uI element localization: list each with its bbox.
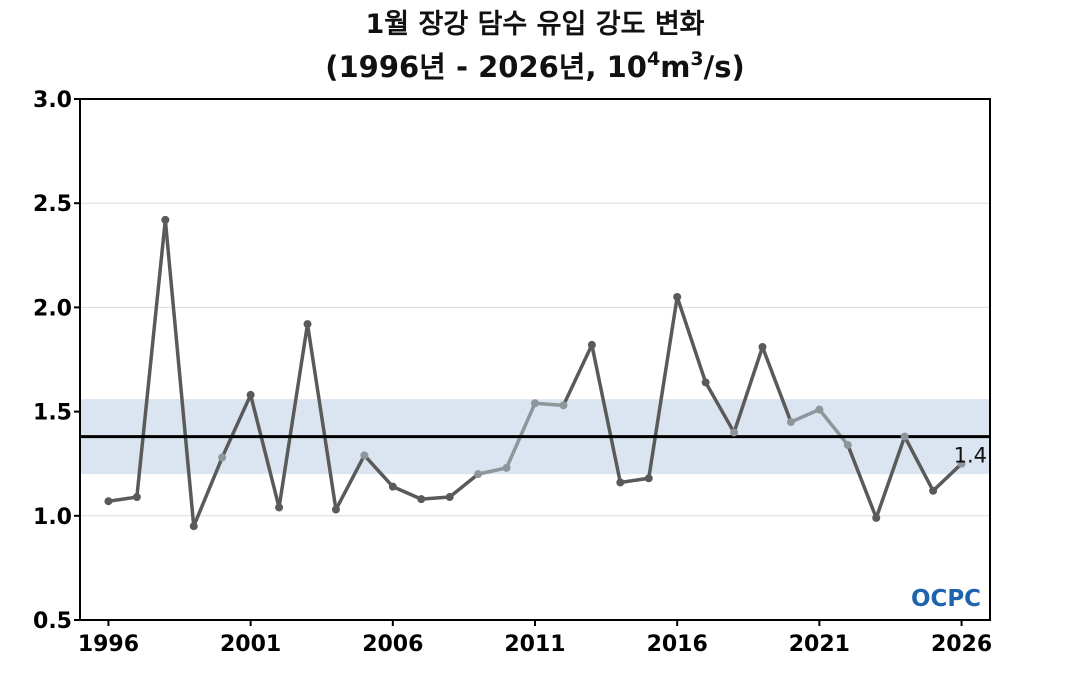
data-point bbox=[388, 482, 397, 491]
line-segment bbox=[305, 322, 338, 512]
chart-title-line2: (1996년 - 2026년, 104m3/s) bbox=[325, 48, 745, 84]
data-point bbox=[701, 378, 710, 387]
data-point bbox=[474, 470, 483, 479]
data-point bbox=[786, 418, 795, 427]
line-segment bbox=[220, 393, 253, 460]
x-tick-label: 2026 bbox=[931, 632, 992, 657]
line-segment bbox=[931, 461, 964, 493]
line-segment bbox=[277, 322, 310, 510]
y-tick-label: 1.0 bbox=[33, 505, 72, 530]
data-point bbox=[673, 292, 682, 301]
line-segment bbox=[902, 434, 935, 493]
y-axis: 0.5 1.0 1.5 2.0 2.5 3.0 bbox=[33, 88, 80, 634]
line-segment bbox=[362, 453, 395, 489]
line-segment bbox=[163, 218, 196, 528]
line-segment bbox=[334, 453, 367, 512]
y-tick-label: 0.5 bbox=[33, 609, 72, 634]
line-segment bbox=[447, 472, 480, 499]
data-point bbox=[758, 342, 767, 351]
series-line bbox=[106, 218, 964, 528]
data-point bbox=[445, 493, 454, 502]
plot-frame bbox=[79, 98, 991, 621]
data-point bbox=[417, 495, 426, 504]
x-tick-label: 2001 bbox=[220, 632, 281, 657]
chart-title-line1: 1월 장강 담수 유입 강도 변화 bbox=[365, 9, 704, 40]
data-point bbox=[502, 463, 511, 472]
data-point bbox=[587, 340, 596, 349]
data-point bbox=[843, 440, 852, 449]
line-segment bbox=[846, 443, 878, 520]
x-tick-label: 1996 bbox=[78, 632, 139, 657]
mean-value-label: 1.4 bbox=[954, 444, 987, 468]
data-point bbox=[531, 399, 539, 408]
x-tick-label: 2021 bbox=[789, 632, 850, 657]
data-point bbox=[275, 503, 284, 512]
line-segment bbox=[618, 476, 651, 485]
data-point bbox=[189, 522, 198, 531]
x-tick-label: 2006 bbox=[362, 632, 423, 657]
x-tick-label: 2016 bbox=[647, 632, 708, 657]
line-segment bbox=[533, 401, 566, 408]
data-point bbox=[218, 453, 227, 462]
line-segment bbox=[703, 380, 736, 435]
line-segment bbox=[590, 343, 623, 485]
line-segment bbox=[789, 407, 822, 424]
x-tick-label: 2011 bbox=[504, 632, 565, 657]
line-segment bbox=[419, 495, 452, 501]
data-point bbox=[246, 390, 255, 399]
line-segment bbox=[391, 484, 423, 501]
series-points bbox=[104, 215, 966, 531]
line-segment bbox=[476, 466, 509, 476]
line-segment bbox=[248, 393, 281, 510]
y-tick-label: 3.0 bbox=[33, 88, 72, 113]
y-tick-label: 1.5 bbox=[33, 401, 72, 426]
data-point bbox=[730, 428, 739, 437]
line-segment bbox=[817, 407, 850, 447]
data-point bbox=[900, 432, 909, 441]
y-tick-label: 2.5 bbox=[33, 192, 72, 217]
y-tick-label: 2.0 bbox=[33, 296, 72, 321]
data-point bbox=[161, 215, 170, 224]
line-segment bbox=[647, 295, 679, 481]
line-segment bbox=[106, 495, 139, 503]
data-point bbox=[644, 474, 653, 483]
line-segment bbox=[192, 455, 224, 528]
data-point bbox=[559, 401, 568, 410]
line-segment bbox=[561, 343, 594, 408]
line-segment bbox=[760, 345, 793, 424]
data-point bbox=[331, 505, 340, 514]
data-point bbox=[815, 405, 824, 414]
line-segment bbox=[675, 295, 708, 385]
data-point bbox=[957, 459, 966, 468]
data-point bbox=[104, 497, 113, 506]
data-point bbox=[616, 478, 625, 487]
data-point bbox=[929, 486, 938, 495]
data-point bbox=[303, 320, 312, 329]
x-axis: 1996 2001 2006 2011 2016 2021 2026 bbox=[78, 620, 992, 657]
line-segment bbox=[732, 345, 765, 435]
ocpc-logo: OCPC bbox=[911, 586, 981, 612]
line-segment bbox=[135, 218, 168, 499]
line-segment bbox=[874, 434, 907, 520]
data-point bbox=[132, 493, 141, 502]
data-point bbox=[872, 513, 881, 522]
logo-text: OCPC bbox=[911, 586, 981, 612]
data-point bbox=[360, 451, 369, 460]
